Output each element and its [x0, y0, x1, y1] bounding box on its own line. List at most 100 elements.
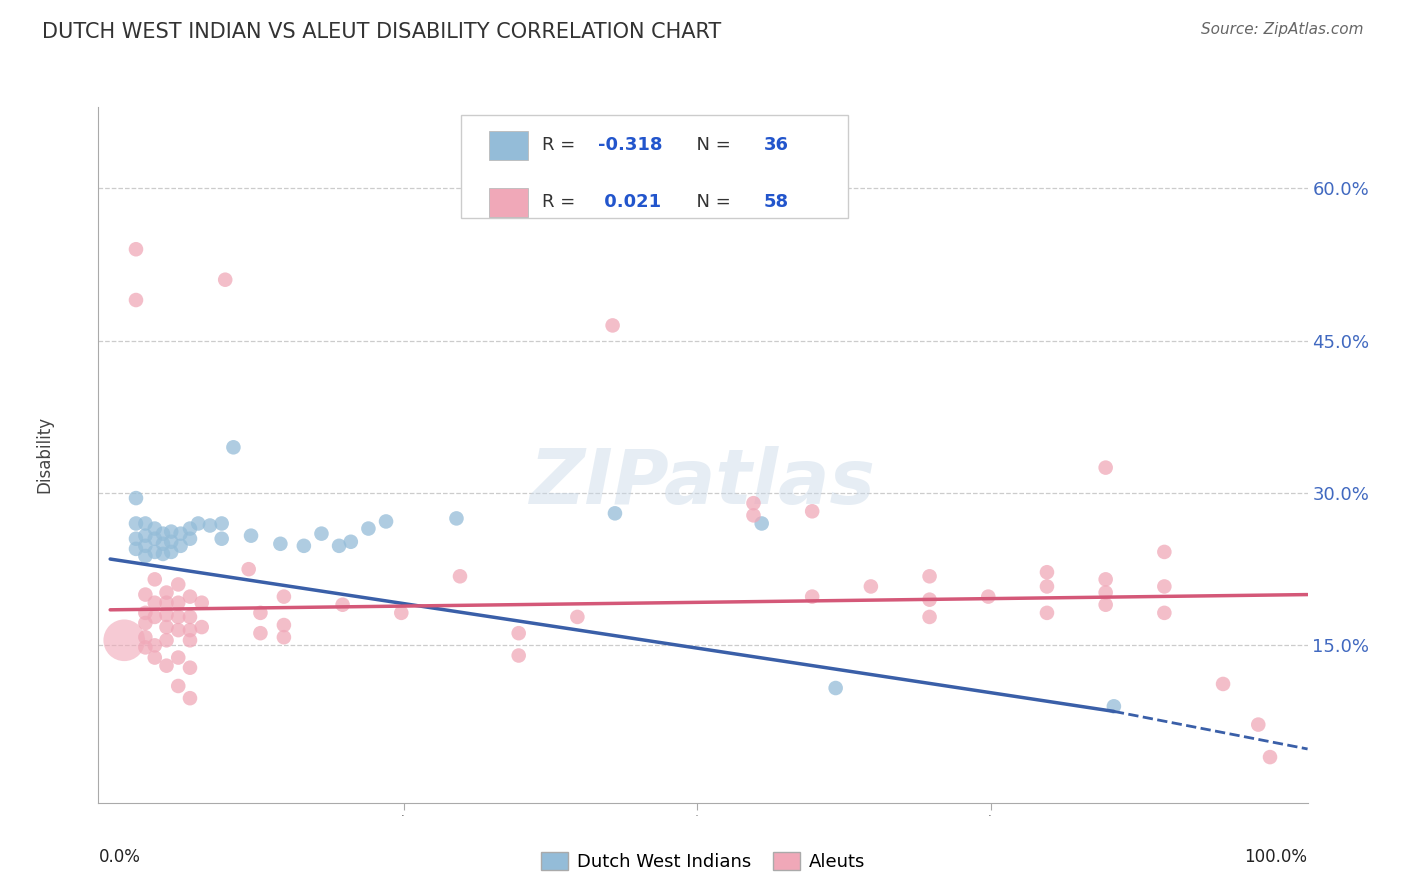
Point — [751, 516, 773, 531]
Point — [742, 508, 765, 523]
Point — [155, 620, 177, 634]
Point — [269, 537, 291, 551]
Point — [143, 522, 166, 536]
Point — [143, 639, 166, 653]
Legend: Dutch West Indians, Aleuts: Dutch West Indians, Aleuts — [533, 845, 873, 879]
Point — [449, 569, 471, 583]
Text: 58: 58 — [763, 194, 789, 211]
Point — [1094, 585, 1116, 599]
Point — [167, 679, 190, 693]
Point — [824, 681, 846, 695]
Point — [167, 596, 190, 610]
Point — [273, 590, 295, 604]
Point — [167, 610, 190, 624]
Point — [134, 606, 156, 620]
Point — [603, 506, 626, 520]
Point — [357, 522, 380, 536]
Text: Source: ZipAtlas.com: Source: ZipAtlas.com — [1201, 22, 1364, 37]
Point — [211, 516, 233, 531]
Point — [160, 524, 183, 539]
Point — [143, 545, 166, 559]
Point — [328, 539, 350, 553]
Text: R =: R = — [543, 136, 581, 154]
Text: -0.318: -0.318 — [598, 136, 662, 154]
Point — [167, 650, 190, 665]
Point — [134, 630, 156, 644]
Point — [340, 534, 363, 549]
Point — [801, 590, 824, 604]
Point — [160, 534, 183, 549]
Text: 100.0%: 100.0% — [1244, 848, 1308, 866]
Point — [1258, 750, 1281, 764]
Point — [214, 273, 236, 287]
Point — [273, 618, 295, 632]
Point — [211, 532, 233, 546]
Point — [918, 610, 941, 624]
Text: N =: N = — [685, 136, 737, 154]
Point — [134, 539, 156, 553]
Point — [143, 532, 166, 546]
Point — [155, 658, 177, 673]
Point — [112, 633, 135, 648]
Point — [977, 590, 1000, 604]
Point — [155, 607, 177, 622]
Point — [179, 661, 201, 675]
Text: Disability: Disability — [35, 417, 53, 493]
Point — [222, 440, 245, 454]
Text: ZIPatlas: ZIPatlas — [530, 446, 876, 520]
Point — [602, 318, 624, 333]
Point — [167, 577, 190, 591]
Point — [1036, 566, 1059, 580]
Point — [1036, 579, 1059, 593]
Text: DUTCH WEST INDIAN VS ALEUT DISABILITY CORRELATION CHART: DUTCH WEST INDIAN VS ALEUT DISABILITY CO… — [42, 22, 721, 42]
Point — [801, 504, 824, 518]
Point — [179, 590, 201, 604]
Point — [190, 620, 212, 634]
Point — [179, 633, 201, 648]
Point — [292, 539, 315, 553]
Point — [389, 606, 412, 620]
Point — [125, 293, 148, 307]
Point — [1102, 699, 1125, 714]
Point — [1212, 677, 1234, 691]
Point — [240, 529, 263, 543]
FancyBboxPatch shape — [461, 115, 848, 219]
FancyBboxPatch shape — [489, 131, 527, 160]
Point — [155, 633, 177, 648]
Point — [169, 526, 191, 541]
Point — [134, 640, 156, 655]
Point — [134, 516, 156, 531]
Point — [311, 526, 333, 541]
Point — [1094, 598, 1116, 612]
Point — [198, 518, 221, 533]
Point — [125, 516, 148, 531]
Point — [1094, 572, 1116, 586]
Point — [179, 522, 201, 536]
Point — [152, 547, 174, 561]
Point — [179, 532, 201, 546]
Point — [1094, 460, 1116, 475]
Text: 36: 36 — [763, 136, 789, 154]
Point — [179, 610, 201, 624]
Point — [918, 569, 941, 583]
Point — [152, 526, 174, 541]
Point — [143, 610, 166, 624]
Point — [143, 596, 166, 610]
Point — [125, 532, 148, 546]
Point — [167, 623, 190, 637]
Point — [375, 515, 398, 529]
Text: N =: N = — [685, 194, 737, 211]
Point — [152, 537, 174, 551]
Point — [187, 516, 209, 531]
Text: R =: R = — [543, 194, 581, 211]
Point — [567, 610, 589, 624]
Point — [179, 691, 201, 706]
Text: 0.0%: 0.0% — [98, 848, 141, 866]
Point — [238, 562, 260, 576]
Point — [134, 549, 156, 563]
Point — [125, 491, 148, 505]
Point — [1153, 545, 1175, 559]
Point — [918, 592, 941, 607]
Point — [1247, 717, 1270, 731]
Point — [134, 588, 156, 602]
